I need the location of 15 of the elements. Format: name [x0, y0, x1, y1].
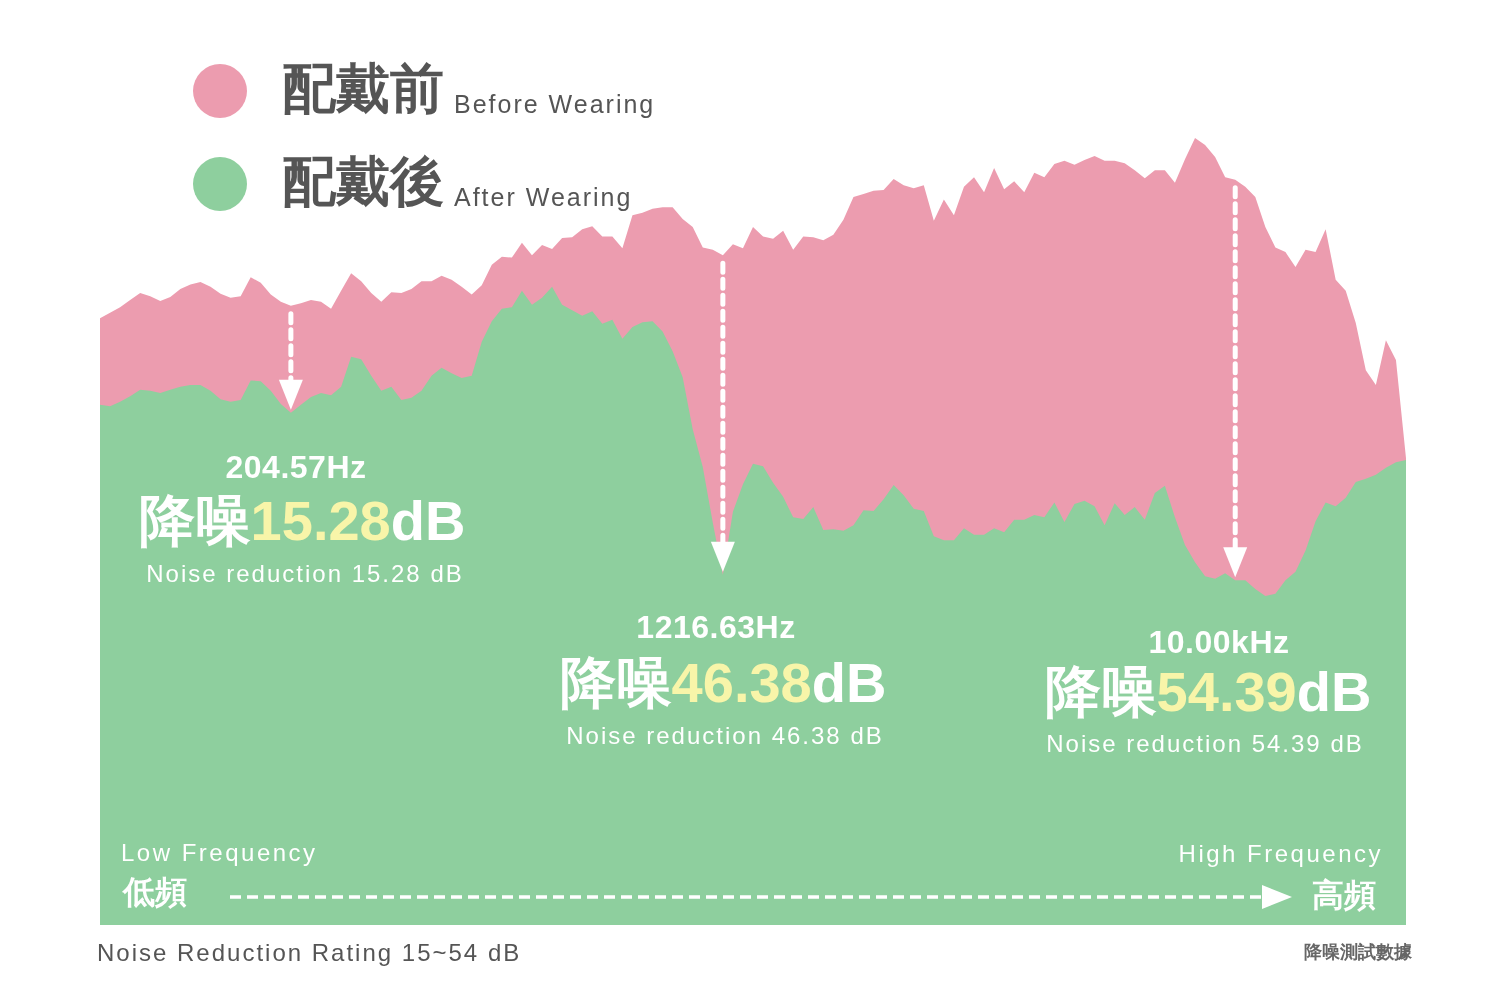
annotation: 204.57Hz: [225, 449, 367, 485]
annotation: 降噪15.28dB: [138, 488, 466, 552]
annotation: 降噪46.38dB: [559, 650, 887, 714]
annotation: High Frequency: [1178, 839, 1383, 867]
annotation: Noise reduction 46.38 dB: [566, 721, 884, 749]
annotation: Noise reduction 54.39 dB: [1046, 729, 1364, 757]
annotation: 降噪54.39dB: [1044, 659, 1372, 723]
annotation: Low Frequency: [121, 838, 318, 866]
annotation: 1216.63Hz: [636, 609, 796, 645]
text: Noise Reduction Rating 15~54 dB: [97, 938, 522, 966]
annotation: 低頻: [121, 874, 187, 910]
annotation: Noise reduction 15.28 dB: [146, 559, 464, 587]
annotation: 高頻: [1312, 877, 1376, 913]
annotation: 10.00kHz: [1148, 624, 1290, 660]
text: 降噪測試數據: [1304, 942, 1413, 962]
